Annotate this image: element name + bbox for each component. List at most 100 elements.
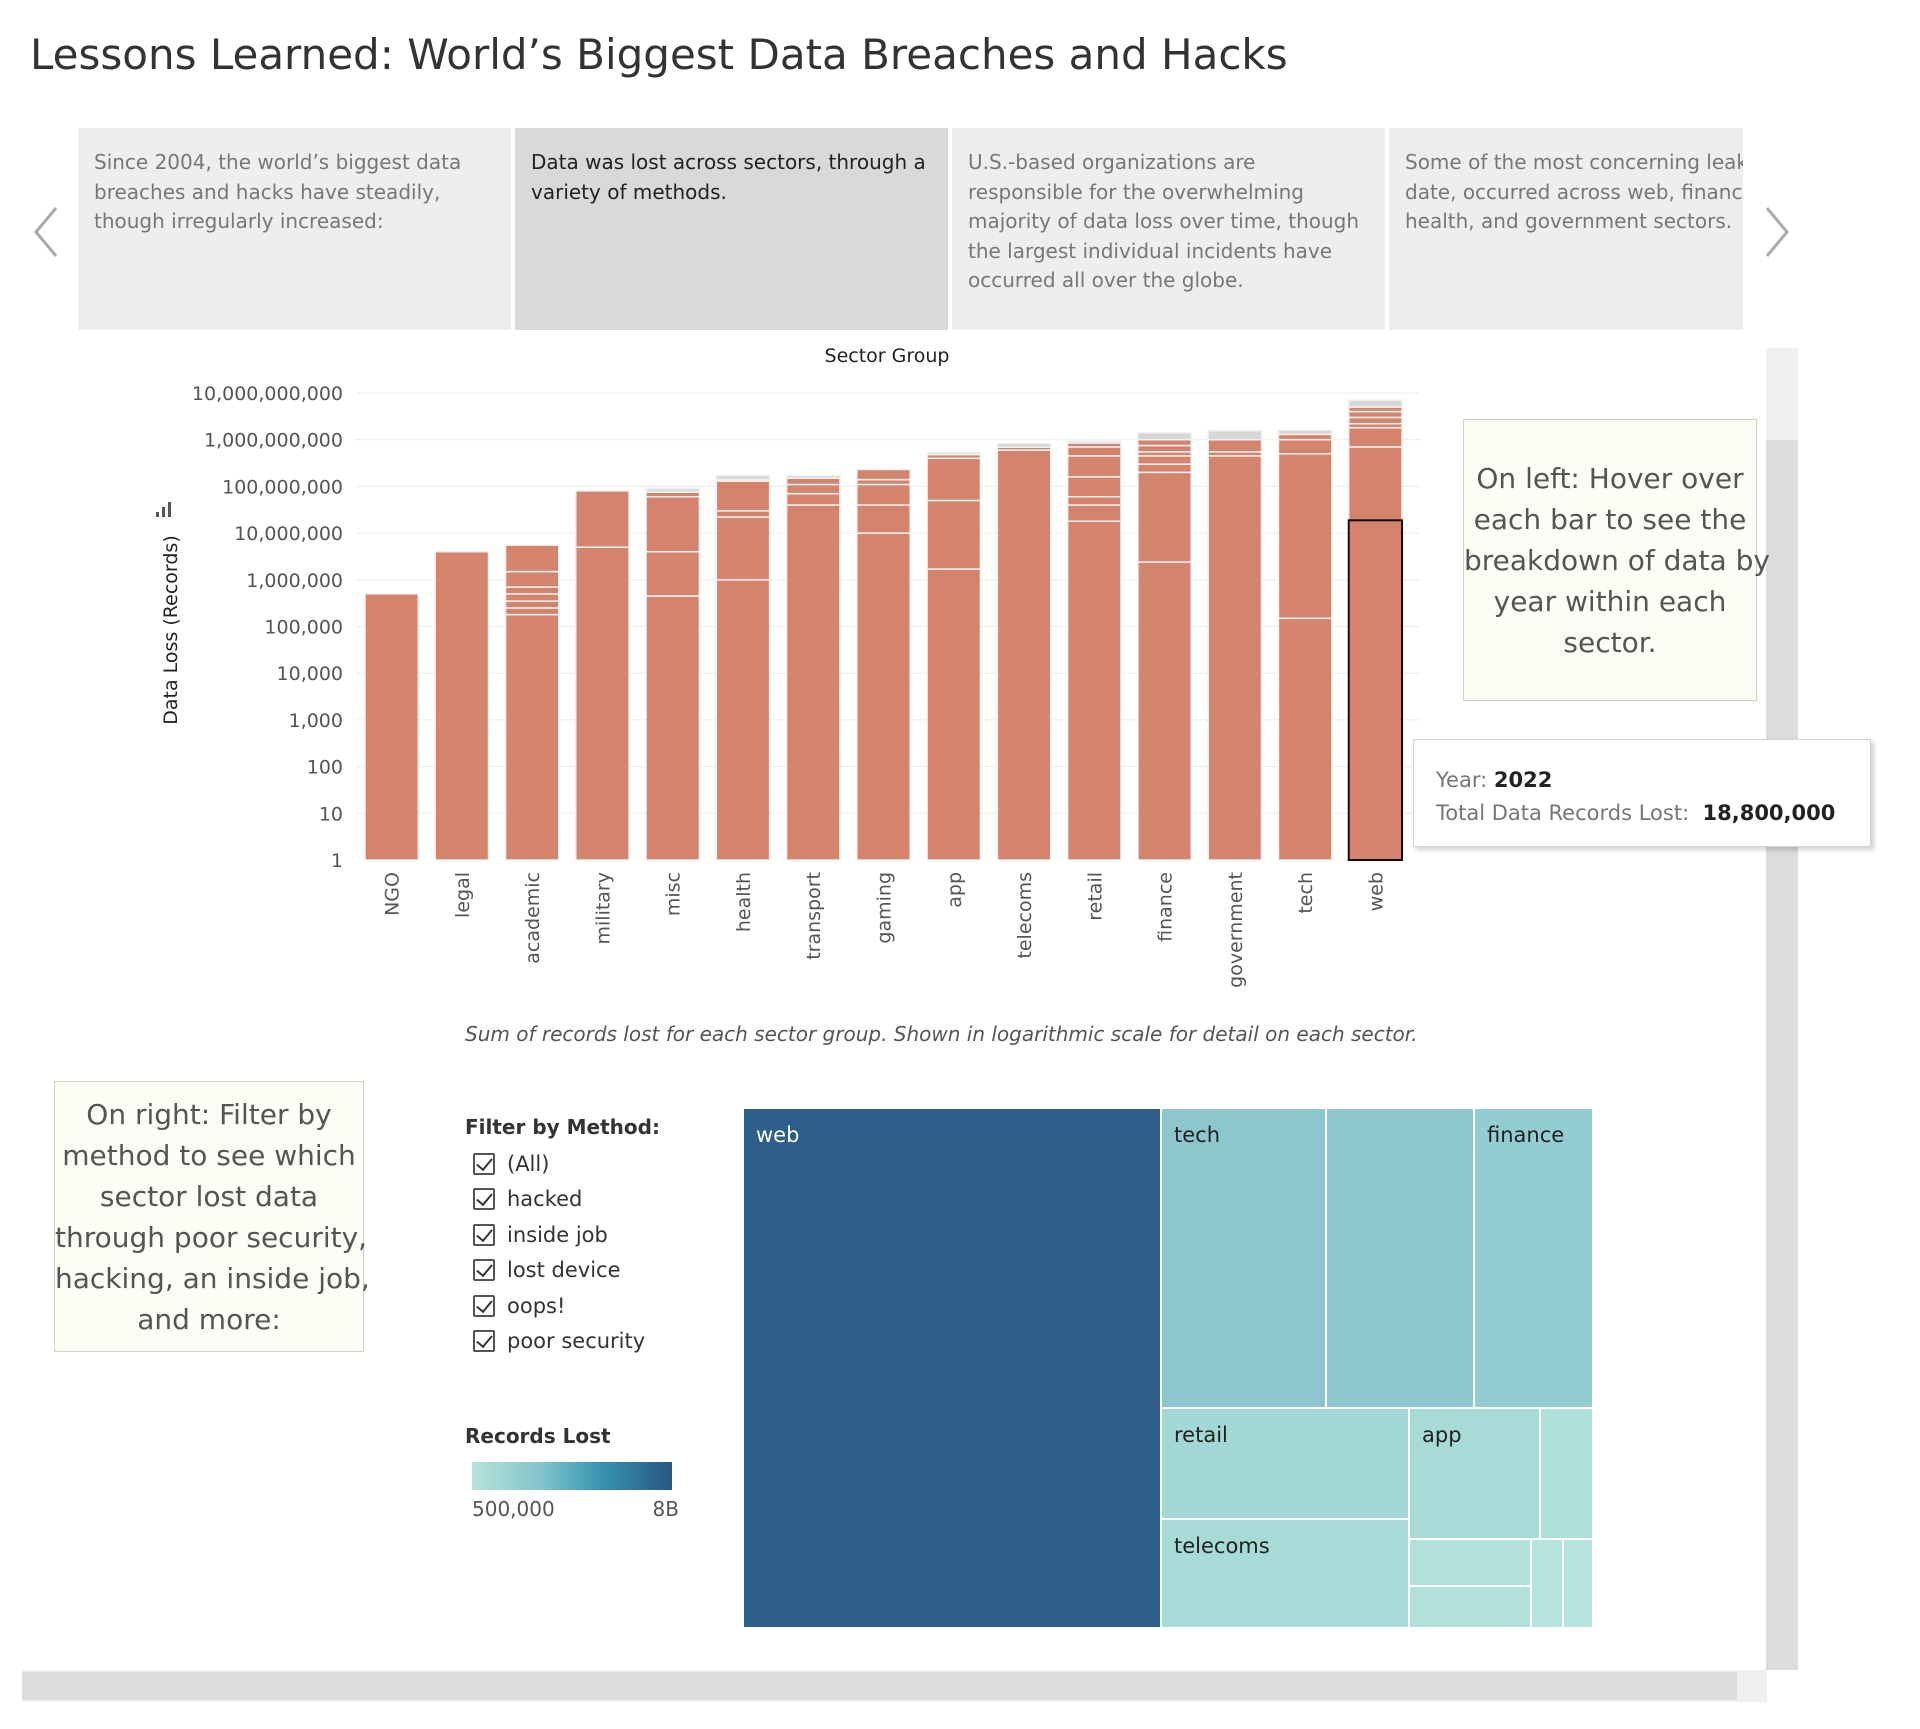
treemap-cell[interactable] <box>1326 1108 1474 1408</box>
bar-segment[interactable] <box>1137 438 1192 447</box>
treemap-cell[interactable] <box>1540 1408 1593 1539</box>
bar-segment[interactable] <box>856 532 911 861</box>
bar-legal[interactable] <box>434 550 490 861</box>
bar-segment[interactable] <box>1137 444 1192 453</box>
bar-segment[interactable] <box>1137 463 1192 474</box>
treemap-cell[interactable] <box>1531 1539 1563 1628</box>
bar-segment[interactable] <box>1347 410 1403 419</box>
bar-segment[interactable] <box>926 568 982 861</box>
bar-segment[interactable] <box>1207 455 1263 861</box>
treemap-cell-telecoms[interactable]: telecoms <box>1161 1519 1409 1628</box>
treemap-cell[interactable] <box>1563 1539 1593 1628</box>
bar-segment[interactable] <box>1277 438 1333 455</box>
bar-segment[interactable] <box>785 477 841 486</box>
bar-segment[interactable] <box>1066 496 1122 506</box>
treemap-cell-retail[interactable]: retail <box>1161 1408 1409 1519</box>
bar-health[interactable] <box>715 474 771 861</box>
bar-segment[interactable] <box>1207 430 1263 441</box>
bar-finance[interactable] <box>1137 432 1192 861</box>
bar-retail[interactable] <box>1066 440 1122 861</box>
bar-segment[interactable] <box>504 600 560 609</box>
checkbox[interactable] <box>473 1330 495 1353</box>
bar-government[interactable] <box>1207 430 1263 861</box>
bar-segment[interactable] <box>1137 432 1192 441</box>
bar-segment[interactable] <box>1347 446 1403 522</box>
bar-segment[interactable] <box>504 570 560 588</box>
story-point-2[interactable]: Data was lost across sectors, through a … <box>515 128 948 330</box>
filter-option-inside-job[interactable]: inside job <box>473 1217 660 1253</box>
bar-segment[interactable] <box>1347 416 1403 425</box>
bar-segment[interactable] <box>504 586 560 595</box>
bar-segment[interactable] <box>575 546 630 861</box>
story-next-button[interactable] <box>1755 200 1795 264</box>
bar-segment[interactable] <box>645 496 701 553</box>
bar-segment[interactable] <box>785 492 841 506</box>
bar-app[interactable] <box>926 451 982 861</box>
bar-segment[interactable] <box>1277 429 1333 436</box>
bar-segment[interactable] <box>645 595 701 861</box>
bar-web[interactable] <box>1347 399 1403 862</box>
bar-segment[interactable] <box>1347 519 1403 861</box>
bar-segment[interactable] <box>1066 504 1122 522</box>
bar-segment[interactable] <box>1277 617 1333 861</box>
filter-option-lost-device[interactable]: lost device <box>473 1253 660 1289</box>
story-point-3[interactable]: U.S.-based organizations are responsible… <box>952 128 1385 330</box>
bar-segment[interactable] <box>1277 433 1333 441</box>
treemap-cell-web[interactable]: web <box>743 1108 1161 1628</box>
bar-gaming[interactable] <box>856 468 911 861</box>
bar-segment[interactable] <box>785 504 841 861</box>
bar-segment[interactable] <box>504 593 560 602</box>
bar-segment[interactable] <box>1066 455 1122 478</box>
bar-segment[interactable] <box>996 449 1052 861</box>
horizontal-scrollbar-thumb[interactable] <box>22 1672 1737 1700</box>
bar-segment[interactable] <box>715 480 771 512</box>
bar-segment[interactable] <box>434 550 490 861</box>
bar-academic[interactable] <box>504 544 560 861</box>
bar-segment[interactable] <box>1277 453 1333 620</box>
bar-segment[interactable] <box>715 579 771 861</box>
checkbox[interactable] <box>473 1188 495 1211</box>
treemap-cell-finance[interactable]: finance <box>1474 1108 1593 1408</box>
bar-segment[interactable] <box>1066 440 1122 444</box>
bar-segment[interactable] <box>926 457 982 502</box>
bar-segment[interactable] <box>1347 399 1403 408</box>
bar-segment[interactable] <box>504 613 560 861</box>
treemap-cell-app[interactable]: app <box>1409 1408 1540 1539</box>
checkbox[interactable] <box>473 1152 495 1175</box>
bar-segment[interactable] <box>926 451 982 456</box>
bar-NGO[interactable] <box>364 593 420 861</box>
bar-segment[interactable] <box>926 499 982 570</box>
treemap-cell[interactable] <box>1409 1539 1531 1586</box>
story-prev-button[interactable] <box>28 200 68 264</box>
story-point-1[interactable]: Since 2004, the world’s biggest data bre… <box>78 128 511 330</box>
bar-segment[interactable] <box>504 544 560 573</box>
checkbox[interactable] <box>473 1223 495 1246</box>
checkbox[interactable] <box>473 1259 495 1282</box>
bar-segment[interactable] <box>785 474 841 479</box>
sort-icon[interactable] <box>156 502 171 517</box>
bar-segment[interactable] <box>1066 446 1122 457</box>
bar-segment[interactable] <box>715 474 771 481</box>
story-point-4[interactable]: Some of the most concerning leaks to dat… <box>1389 128 1743 330</box>
bar-segment[interactable] <box>1137 455 1192 465</box>
bar-segment[interactable] <box>1137 471 1192 563</box>
bar-segment[interactable] <box>1137 561 1192 861</box>
bar-misc[interactable] <box>645 487 701 861</box>
bar-tech[interactable] <box>1277 429 1333 861</box>
bar-segment[interactable] <box>856 468 911 481</box>
filter-option-poor-security[interactable]: poor security <box>473 1324 660 1360</box>
bar-segment[interactable] <box>1066 476 1122 498</box>
bar-transport[interactable] <box>785 474 841 861</box>
treemap-cell[interactable] <box>1409 1586 1531 1628</box>
bar-segment[interactable] <box>645 550 701 597</box>
checkbox[interactable] <box>473 1294 495 1317</box>
bar-military[interactable] <box>575 490 630 861</box>
bar-segment[interactable] <box>1347 427 1403 448</box>
bar-segment[interactable] <box>785 483 841 495</box>
vertical-scrollbar-thumb[interactable] <box>1766 440 1798 1670</box>
filter-option-hacked[interactable]: hacked <box>473 1182 660 1218</box>
bar-segment[interactable] <box>715 510 771 518</box>
bar-segment[interactable] <box>645 487 701 493</box>
bar-segment[interactable] <box>504 607 560 616</box>
bar-segment[interactable] <box>856 483 911 506</box>
